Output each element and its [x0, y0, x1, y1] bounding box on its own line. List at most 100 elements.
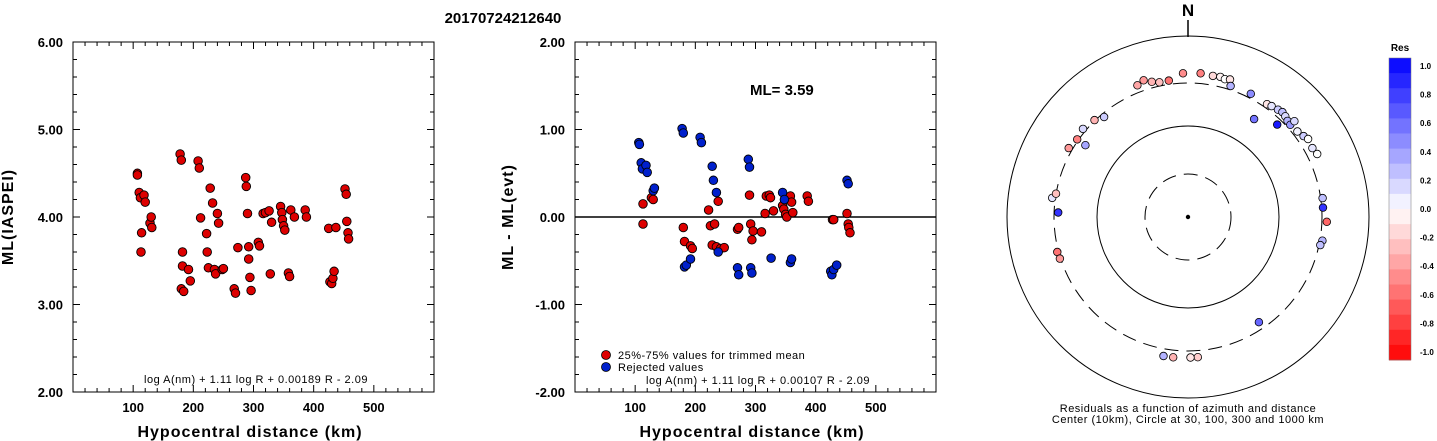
- polar-point: [1055, 254, 1065, 263]
- y-tick-label: 2.00: [540, 35, 565, 50]
- data-point: [331, 222, 341, 233]
- polar-point: [1316, 240, 1325, 250]
- data-point: [747, 268, 757, 278]
- data-point: [713, 247, 723, 257]
- colorbar-cell: [1389, 163, 1411, 180]
- colorbar-tick-label: -0.4: [1420, 262, 1434, 271]
- data-point: [177, 247, 188, 257]
- colorbar-tick-label: 0.2: [1420, 176, 1432, 185]
- polar-point: [1053, 208, 1063, 217]
- data-point: [241, 181, 252, 192]
- y-tick-labels-2: -2.00 -1.00 0.00 1.00 2.00: [535, 35, 565, 400]
- polar-point: [1318, 193, 1327, 203]
- data-point: [207, 198, 218, 208]
- y-tick-label: -2.00: [535, 385, 565, 400]
- legend-marker-rejected: [601, 362, 611, 372]
- ring-30km: [1144, 173, 1232, 261]
- data-point: [136, 247, 146, 257]
- data-point: [708, 175, 719, 186]
- data-point: [768, 206, 779, 216]
- data-point: [743, 154, 754, 165]
- polar-point: [1308, 143, 1317, 153]
- colorbar-cell: [1389, 73, 1411, 89]
- y-axis-title-2: ML - ML(evt): [500, 164, 517, 270]
- data-point: [642, 167, 652, 178]
- data-point: [212, 208, 223, 219]
- data-point: [202, 247, 212, 257]
- colorbar-tick-label: 0.6: [1420, 119, 1432, 128]
- x-tick-label: 100: [122, 400, 144, 415]
- caption-line-1: Residuals as a function of azimuth and d…: [1060, 403, 1316, 415]
- data-point: [779, 194, 790, 205]
- polar-point: [1272, 120, 1282, 129]
- colorbar-cell: [1389, 269, 1411, 285]
- colorbar-cell: [1389, 224, 1411, 240]
- polar-point: [1078, 124, 1088, 134]
- data-point: [265, 269, 276, 279]
- colorbar-cell: [1389, 118, 1411, 134]
- data-point: [842, 208, 852, 219]
- y-tick-label: 3.00: [38, 298, 63, 313]
- polar-point: [1155, 78, 1164, 87]
- polar-point: [1164, 76, 1173, 85]
- colorbar-cell: [1389, 329, 1411, 346]
- colorbar-cell: [1389, 103, 1411, 119]
- polar-point: [1290, 116, 1299, 126]
- north-label: N: [1182, 1, 1194, 20]
- data-point: [266, 217, 277, 228]
- axis-ticks-2: [575, 41, 936, 393]
- colorbar-cell: [1389, 299, 1411, 316]
- x-tick-label: 300: [243, 400, 265, 415]
- legend-label-rejected: Rejected values: [618, 362, 704, 374]
- panel-residual-vs-distance: -2.00 -1.00 0.00 1.00 2.00 100 200 300 400 500 H…: [500, 35, 937, 441]
- formula-2: log A(nm) + 1.11 log R + 0.00107 R - 2.0…: [646, 375, 870, 387]
- y-tick-label: 6.00: [38, 35, 63, 50]
- polar-point: [1246, 89, 1255, 98]
- data-point: [648, 194, 658, 205]
- polar-point: [1178, 69, 1188, 78]
- colorbar-cell: [1389, 239, 1411, 255]
- data-point: [176, 155, 187, 165]
- data-point: [243, 254, 254, 264]
- points-2: [634, 123, 855, 280]
- colorbar-cell: [1389, 58, 1411, 74]
- legend-label-accepted: 25%-75% values for trimmed mean: [618, 350, 805, 362]
- legend-2: 25%-75% values for trimmed mean Rejected…: [601, 350, 805, 374]
- polar-point: [1193, 353, 1202, 362]
- polar-point: [1254, 318, 1264, 327]
- x-tick-label: 500: [363, 400, 385, 415]
- data-point: [146, 212, 156, 222]
- legend-marker-accepted: [601, 350, 611, 360]
- data-point: [733, 222, 744, 233]
- data-point: [233, 242, 243, 253]
- data-point: [638, 219, 648, 229]
- center-point: [1185, 214, 1191, 220]
- colorbar-cell: [1389, 284, 1411, 300]
- y-tick-label: 2.00: [38, 385, 63, 400]
- y-tick-label: 4.00: [38, 210, 63, 225]
- polar-point: [1072, 135, 1082, 144]
- data-point: [748, 226, 758, 236]
- data-point: [343, 234, 354, 244]
- polar-point: [1312, 149, 1322, 159]
- x-tick-label: 200: [182, 400, 204, 415]
- polar-point: [1293, 127, 1302, 136]
- panel-polar-residuals: N Residuals as a function of azimuth and…: [1006, 1, 1370, 426]
- data-point: [289, 212, 300, 222]
- data-point: [747, 235, 757, 245]
- data-point: [634, 139, 645, 150]
- data-point: [703, 205, 714, 215]
- data-point: [696, 137, 707, 148]
- ring-300km: [1053, 82, 1323, 352]
- data-point: [201, 228, 212, 239]
- data-point: [756, 227, 767, 237]
- data-point: [687, 243, 698, 254]
- data-point: [341, 189, 351, 200]
- data-point: [843, 179, 853, 189]
- data-point: [242, 208, 253, 219]
- colorbar-tick-label: 0.8: [1420, 91, 1432, 100]
- formula-1: log A(nm) + 1.11 log R + 0.00189 R - 2.0…: [144, 374, 368, 386]
- data-point: [828, 214, 839, 225]
- data-point: [183, 264, 194, 275]
